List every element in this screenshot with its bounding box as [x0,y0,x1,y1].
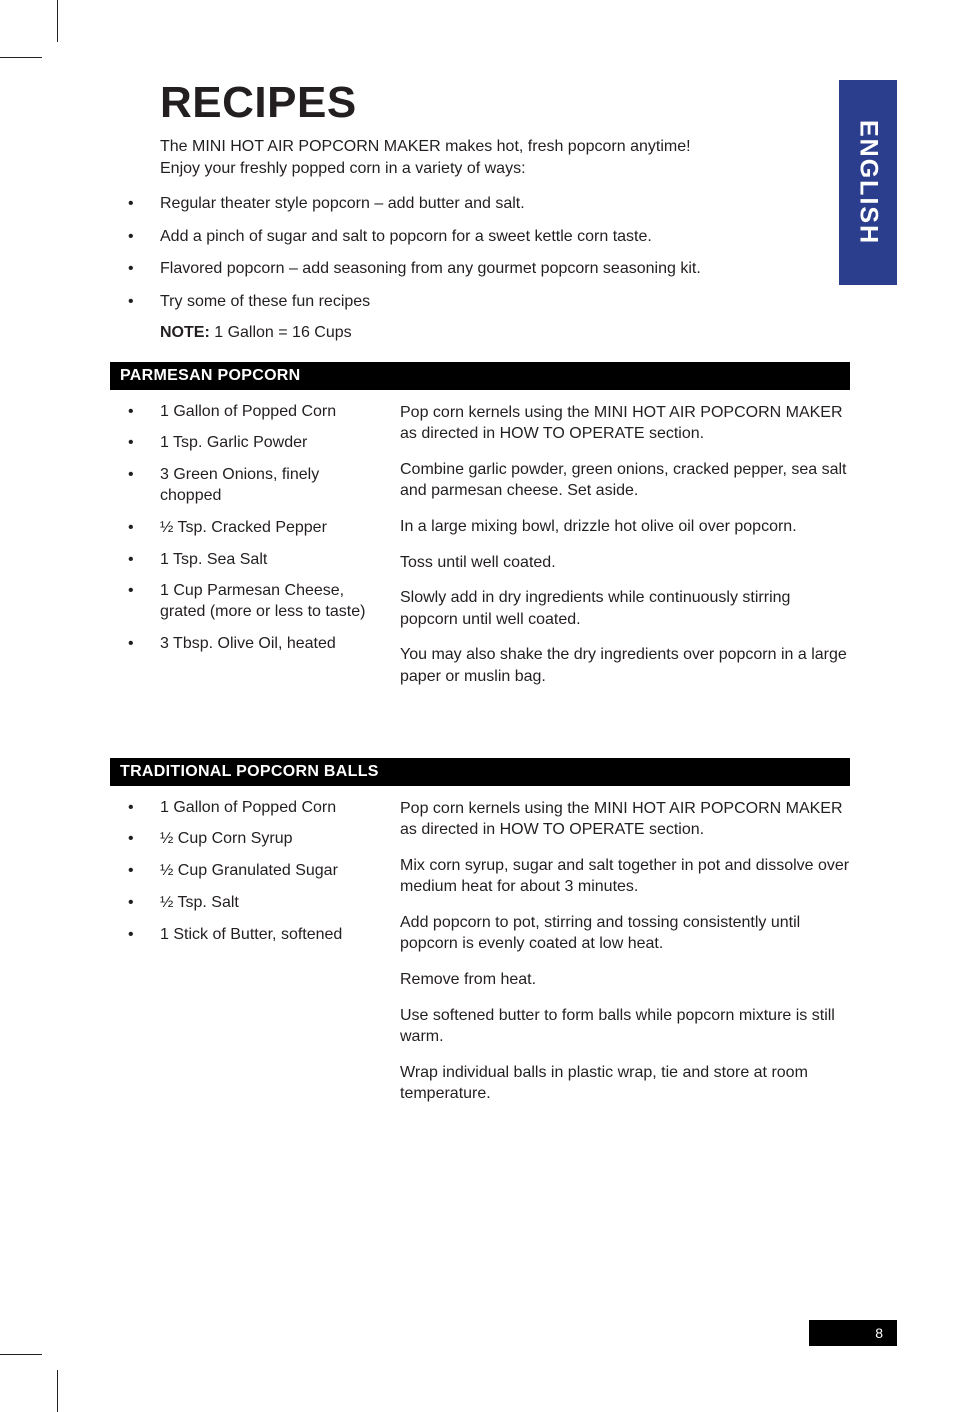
ingredient-item: 1 Tsp. Garlic Powder [110,433,370,454]
recipe-body: 1 Gallon of Popped Corn ½ Cup Corn Syrup… [110,798,850,1120]
instruction-step: Slowly add in dry ingredients while cont… [400,587,850,630]
note-text: 1 Gallon = 16 Cups [210,324,352,341]
intro-bullet-list: Regular theater style popcorn – add butt… [110,193,850,312]
note-label: NOTE: [160,324,210,341]
note-line: NOTE: 1 Gallon = 16 Cups [160,324,850,342]
recipe-header: TRADITIONAL POPCORN BALLS [110,758,850,786]
ingredient-item: ½ Cup Granulated Sugar [110,861,370,882]
list-item: Try some of these fun recipes [110,291,850,313]
list-item: Regular theater style popcorn – add butt… [110,193,850,215]
ingredients-column: 1 Gallon of Popped Corn ½ Cup Corn Syrup… [110,798,370,1120]
ingredient-item: ½ Tsp. Cracked Pepper [110,518,370,539]
ingredient-item: 1 Tsp. Sea Salt [110,550,370,571]
instructions-column: Pop corn kernels using the MINI HOT AIR … [370,402,850,702]
instruction-step: Use softened butter to form balls while … [400,1005,850,1048]
crop-mark [0,1354,42,1355]
instruction-step: Mix corn syrup, sugar and salt together … [400,855,850,898]
language-tab-label: ENGLISH [854,120,883,245]
page-number: 8 [875,1325,883,1341]
instruction-step: You may also shake the dry ingredients o… [400,644,850,687]
list-item: Flavored popcorn – add seasoning from an… [110,258,850,280]
crop-mark [57,0,58,42]
ingredient-item: 1 Gallon of Popped Corn [110,798,370,819]
ingredient-item: 3 Green Onions, finely chopped [110,465,370,507]
list-item: Add a pinch of sugar and salt to popcorn… [110,226,850,248]
instruction-step: Remove from heat. [400,969,850,991]
instruction-step: Wrap individual balls in plastic wrap, t… [400,1062,850,1105]
page-number-box: 8 [809,1320,897,1346]
recipe-body: 1 Gallon of Popped Corn 1 Tsp. Garlic Po… [110,402,850,702]
recipe-header: PARMESAN POPCORN [110,362,850,390]
instructions-column: Pop corn kernels using the MINI HOT AIR … [370,798,850,1120]
intro-text: The MINI HOT AIR POPCORN MAKER makes hot… [160,136,700,179]
ingredient-item: 3 Tbsp. Olive Oil, heated [110,634,370,655]
crop-mark [0,57,42,58]
instruction-step: Pop corn kernels using the MINI HOT AIR … [400,798,850,841]
ingredient-item: 1 Cup Parmesan Cheese, grated (more or l… [110,581,370,623]
ingredient-item: ½ Tsp. Salt [110,893,370,914]
crop-mark [57,1370,58,1412]
ingredient-item: 1 Gallon of Popped Corn [110,402,370,423]
instruction-step: Combine garlic powder, green onions, cra… [400,459,850,502]
ingredient-item: ½ Cup Corn Syrup [110,829,370,850]
instruction-step: Toss until well coated. [400,552,850,574]
ingredients-column: 1 Gallon of Popped Corn 1 Tsp. Garlic Po… [110,402,370,702]
instruction-step: Pop corn kernels using the MINI HOT AIR … [400,402,850,445]
page-content: RECIPES The MINI HOT AIR POPCORN MAKER m… [110,78,850,1175]
instruction-step: Add popcorn to pot, stirring and tossing… [400,912,850,955]
instruction-step: In a large mixing bowl, drizzle hot oliv… [400,516,850,538]
ingredient-item: 1 Stick of Butter, softened [110,925,370,946]
page-title: RECIPES [160,78,850,128]
